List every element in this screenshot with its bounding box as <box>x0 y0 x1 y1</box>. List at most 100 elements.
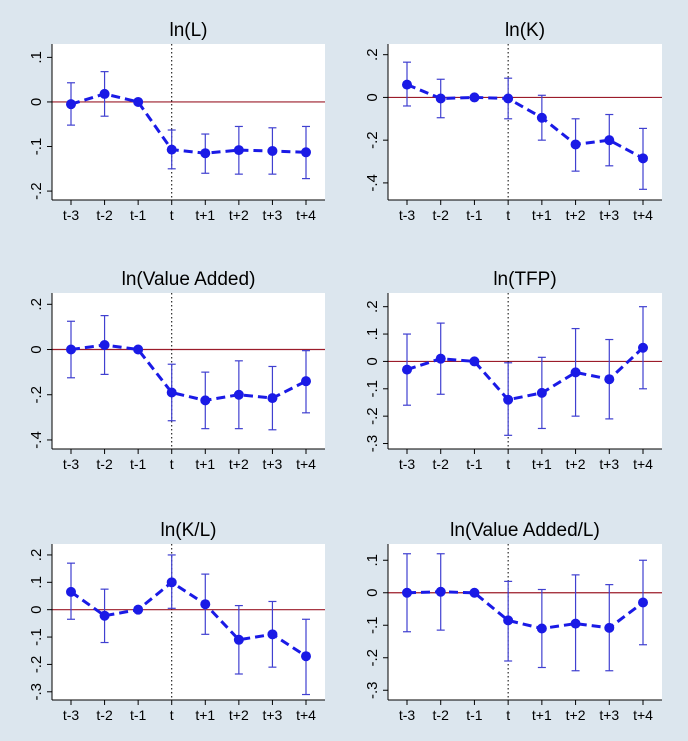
panel-2: ln(K) .2 0 -.2 -.4 t-3 t-2 t-1 t t+1 t+2 t+3 t+4 <box>364 20 662 223</box>
data-point <box>267 629 278 640</box>
x-tick-label: t+3 <box>599 207 619 223</box>
data-point <box>536 387 547 398</box>
data-point <box>503 394 514 405</box>
x-tick-label: t <box>170 207 174 223</box>
y-tick-label: -.4 <box>364 174 381 192</box>
y-tick-label: 0 <box>364 357 381 365</box>
x-tick-label: t+3 <box>262 707 282 723</box>
x-tick-label: t-1 <box>466 456 483 472</box>
x-tick-label: t-3 <box>63 207 80 223</box>
x-tick-label: t+3 <box>262 207 282 223</box>
data-point <box>99 340 110 350</box>
y-tick-label: -.3 <box>364 681 381 699</box>
data-point <box>301 147 311 158</box>
x-tick-label: t+2 <box>566 707 586 723</box>
panel-5: ln(K/L) .2 .1 0 -.1 -.2 -.3 t-3 t-2 t-1 t t+1 t+2 t+3… <box>28 520 325 723</box>
data-point <box>638 342 648 353</box>
x-tick-label: t <box>170 456 174 472</box>
plot-area <box>388 544 662 700</box>
data-point <box>402 364 412 375</box>
panel-title: ln(L) <box>169 20 207 41</box>
data-point <box>233 634 244 645</box>
x-tick-label: t-1 <box>130 456 147 472</box>
x-tick-label: t-2 <box>433 207 450 223</box>
data-point <box>267 393 278 404</box>
data-point <box>570 618 581 629</box>
y-tick-label: -.2 <box>364 649 381 667</box>
panel-title: ln(K/L) <box>161 520 217 541</box>
x-tick-label: t+4 <box>296 707 316 723</box>
data-point <box>133 96 144 107</box>
data-point <box>503 615 514 626</box>
x-tick-label: t+1 <box>195 456 215 472</box>
series-line <box>70 580 307 658</box>
data-point <box>301 376 311 387</box>
y-tick-label: -.2 <box>28 656 45 674</box>
data-point <box>200 148 211 159</box>
x-tick-label: t-3 <box>63 456 80 472</box>
y-tick-label: .2 <box>364 300 381 313</box>
panel-6: ln(Value Added/L) .1 0 -.1 -.2 -.3 t-3 t-2 t-1 t t… <box>364 520 662 723</box>
y-tick-label: 0 <box>28 606 45 614</box>
y-tick-label: .1 <box>364 328 381 341</box>
x-tick-label: t <box>506 207 510 223</box>
data-point <box>604 135 615 146</box>
x-tick-label: t <box>506 456 510 472</box>
plot-area <box>388 293 662 449</box>
x-tick-label: t+3 <box>262 456 282 472</box>
data-point <box>604 374 615 385</box>
x-tick-label: t-3 <box>399 207 416 223</box>
data-point <box>435 93 446 104</box>
y-tick-label: .2 <box>28 298 45 311</box>
data-point <box>133 344 144 355</box>
y-tick-label: -.2 <box>28 386 45 404</box>
y-tick-label: .1 <box>364 554 381 567</box>
y-tick-label: -.2 <box>364 131 381 149</box>
x-tick-label: t+1 <box>195 707 215 723</box>
x-tick-label: t-2 <box>433 707 450 723</box>
x-tick-label: t-3 <box>399 456 416 472</box>
data-point <box>435 586 446 597</box>
x-tick-label: t+1 <box>532 207 552 223</box>
plot-area <box>52 293 325 449</box>
series-line <box>406 590 644 631</box>
panel-title: ln(K) <box>505 20 545 41</box>
data-point <box>166 577 177 588</box>
data-point <box>233 389 244 400</box>
data-point <box>301 651 311 662</box>
data-point <box>200 395 211 406</box>
x-tick-label: t-2 <box>433 456 450 472</box>
data-point <box>402 587 412 598</box>
series-line <box>70 92 307 155</box>
y-tick-label: 0 <box>364 93 381 101</box>
plot-area <box>388 44 662 200</box>
data-point <box>536 623 547 634</box>
x-tick-label: t+4 <box>296 207 316 223</box>
x-tick-label: t-3 <box>63 707 80 723</box>
data-point <box>638 153 648 164</box>
x-tick-label: t+2 <box>229 456 249 472</box>
data-point <box>66 586 76 597</box>
plot-area <box>52 544 325 700</box>
x-tick-label: t+4 <box>633 456 653 472</box>
panel-title: ln(TFP) <box>493 269 556 290</box>
y-tick-label: -.1 <box>28 628 45 646</box>
x-tick-label: t+2 <box>229 707 249 723</box>
y-tick-label: .1 <box>28 576 45 589</box>
data-point <box>66 344 76 355</box>
data-point <box>267 145 278 156</box>
data-point <box>166 387 177 398</box>
x-tick-label: t-2 <box>96 207 113 223</box>
x-tick-label: t-2 <box>96 707 113 723</box>
panel-3: ln(Value Added) .2 0 -.2 -.4 t-3 t-2 t-1 t t+1 t+2… <box>28 269 325 472</box>
data-point <box>469 356 480 367</box>
y-tick-label: -.3 <box>364 435 381 453</box>
data-point <box>503 93 514 104</box>
data-point <box>166 144 177 155</box>
data-point <box>233 145 244 156</box>
x-tick-label: t-1 <box>130 707 147 723</box>
x-tick-label: t-1 <box>130 207 147 223</box>
data-point <box>200 599 211 610</box>
data-point <box>604 622 615 633</box>
